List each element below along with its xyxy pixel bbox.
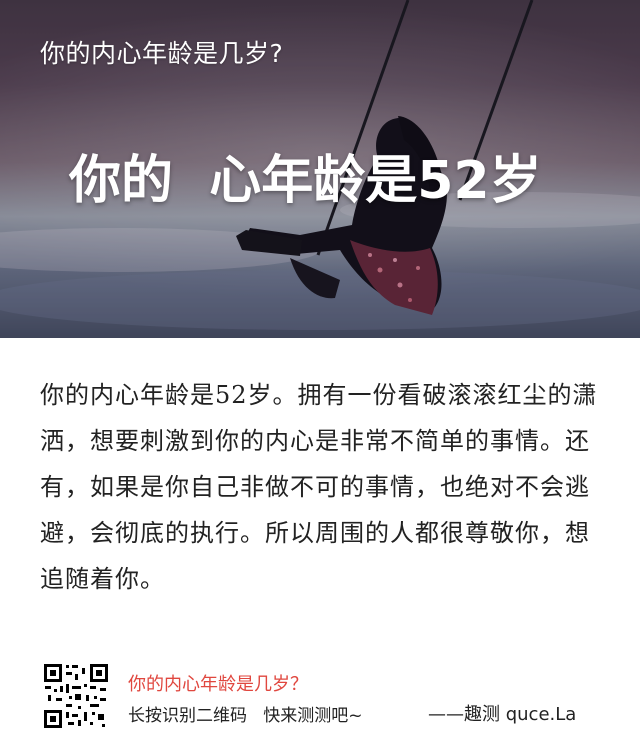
result-description: 你的内心年龄是52岁。拥有一份看破滚滚红尘的潇洒，想要刺激到你的内心是非常不简单… [40,381,598,593]
footer-title: 你的内心年龄是几岁？ [128,674,308,695]
swing-girl-illustration [0,0,640,330]
hero-question: 你的内心年龄是几岁? [40,39,284,68]
hero-overlay [0,0,640,338]
hero-banner: 你的内心年龄是几岁? 你的 心年龄是52岁 [0,0,640,338]
qr-code-icon[interactable] [42,662,110,730]
hero-result: 你的 心年龄是52岁 [69,151,542,211]
footer-brand: ——趣测 quce.La [428,704,577,725]
footer-subtitle: 长按识别二维码 快来测测吧~ [128,706,363,726]
